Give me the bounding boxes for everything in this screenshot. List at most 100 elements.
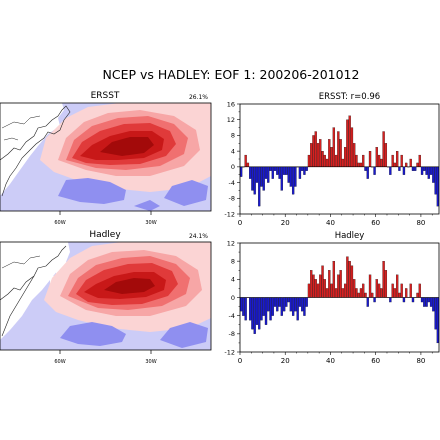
series-top-bar	[357, 162, 360, 167]
series-bottom-bar	[301, 297, 304, 312]
series-bottom-bar	[346, 256, 349, 298]
series-top-bar	[289, 166, 293, 187]
series-bottom-bar	[262, 297, 265, 316]
series-top-bar	[273, 166, 277, 171]
series-top-bar	[400, 154, 403, 167]
series-top-bar	[436, 166, 440, 207]
series-top-bar	[330, 147, 333, 167]
series-top-bar	[425, 166, 428, 175]
series-bottom-bar	[373, 297, 376, 303]
series-top-bar	[269, 166, 272, 171]
series-bottom-bar	[350, 265, 354, 298]
series-top-bar	[420, 166, 424, 175]
series-top-bar	[264, 166, 268, 179]
series-top-bar	[389, 166, 392, 175]
series-top-bar	[346, 119, 349, 167]
series-top-bar	[282, 166, 286, 175]
series-bottom-bar	[332, 261, 336, 298]
series-bottom-bar	[319, 274, 322, 298]
series-top-bar	[350, 127, 354, 167]
series-bottom-xtick-label: 20	[281, 357, 290, 365]
map-bottom-tick-60w: 60W	[54, 359, 65, 365]
series-top-xtick-label: 40	[326, 219, 335, 227]
series-bottom-bar	[251, 297, 254, 330]
series-top-bar	[251, 166, 254, 191]
series-top-ytick-label: -4	[229, 179, 235, 187]
series-bottom-bar	[429, 297, 433, 307]
series-bottom-bar	[312, 274, 315, 298]
map-bottom-tick-30w: 30W	[145, 359, 156, 365]
series-top-bar	[411, 166, 415, 171]
series-top-bar	[291, 166, 295, 195]
series-bottom-bar	[273, 297, 277, 307]
series-top-bar	[285, 166, 288, 175]
series-top-bar	[298, 166, 302, 179]
series-top-bar	[393, 162, 397, 167]
series-top-bar	[398, 166, 401, 171]
series-bottom-bar	[239, 297, 243, 312]
series-bottom-xtick-label: 0	[238, 357, 242, 365]
series-bottom-ytick-label: 0	[231, 294, 235, 302]
series-top-xtick-label: 60	[371, 219, 380, 227]
series-top-bar	[418, 154, 421, 167]
series-bottom-bar	[398, 292, 401, 298]
series-top-bar	[416, 162, 419, 167]
map-top-tick-30w: 30W	[145, 220, 156, 226]
series-bottom-bar	[362, 283, 365, 298]
series-bottom-bar	[348, 261, 351, 298]
series-bottom-bar	[314, 279, 317, 298]
series-top-bar	[396, 151, 399, 167]
series-bottom-bar	[253, 297, 256, 334]
series-top-bar	[427, 166, 430, 179]
series-top-ytick-label: 8	[231, 132, 235, 140]
series-top-bar	[321, 151, 324, 167]
series-bottom-bar	[264, 297, 268, 325]
map-top-variance: 26.1%	[189, 94, 208, 101]
series-top-bar	[362, 154, 365, 167]
series-bottom-bar	[325, 288, 329, 298]
series-top-xtick-label: 20	[281, 219, 290, 227]
series-bottom-bar	[321, 265, 324, 298]
series-bottom-bar	[402, 297, 406, 303]
series-bottom-bar	[289, 297, 293, 312]
series-bottom-bar	[296, 297, 299, 321]
series-top-bar	[262, 166, 265, 191]
series-top-bar	[332, 127, 336, 167]
series-bottom-bar	[384, 270, 388, 298]
series-top-bar	[278, 166, 281, 179]
series-top-bar	[316, 143, 320, 167]
map-top-field	[0, 103, 211, 211]
series-top-bar	[353, 143, 356, 167]
series-bottom-bar	[353, 279, 356, 298]
map-bottom-title: Hadley	[89, 230, 121, 240]
series-top-bar	[343, 147, 347, 167]
series-top-ytick-label: -12	[224, 210, 235, 218]
series-bottom-bar	[368, 274, 372, 298]
series-top-ytick-label: -8	[229, 195, 235, 203]
series-bottom-bar	[391, 283, 394, 298]
series-bottom-bar	[432, 297, 435, 312]
series-top-bar	[391, 154, 394, 167]
series-bottom-bar	[260, 297, 263, 321]
series-top-bar	[255, 166, 259, 183]
series-top-bar	[414, 166, 417, 171]
series-top-bar	[366, 166, 369, 179]
series-bottom-bar	[271, 297, 274, 316]
series-bottom-bar	[389, 297, 392, 303]
series-top-bar	[267, 166, 270, 183]
series-top-bar	[432, 166, 435, 183]
series-bottom-bar	[330, 283, 333, 298]
series-bottom-bar	[416, 292, 419, 298]
series-top-bar	[260, 166, 263, 187]
series-bottom-ytick-label: 12	[227, 239, 235, 247]
series-top-bar	[328, 139, 331, 167]
series-top-bar	[294, 166, 297, 187]
series-bottom-bar	[377, 283, 381, 298]
series-bottom-ytick-label: -4	[229, 312, 235, 320]
series-top-bar	[305, 166, 308, 171]
series-top-bar	[244, 154, 247, 167]
series-bottom-ytick-label: 8	[231, 257, 235, 265]
series-bottom-bar	[339, 270, 342, 298]
series-top-bar	[429, 166, 433, 175]
series-bottom-bar	[400, 283, 403, 298]
